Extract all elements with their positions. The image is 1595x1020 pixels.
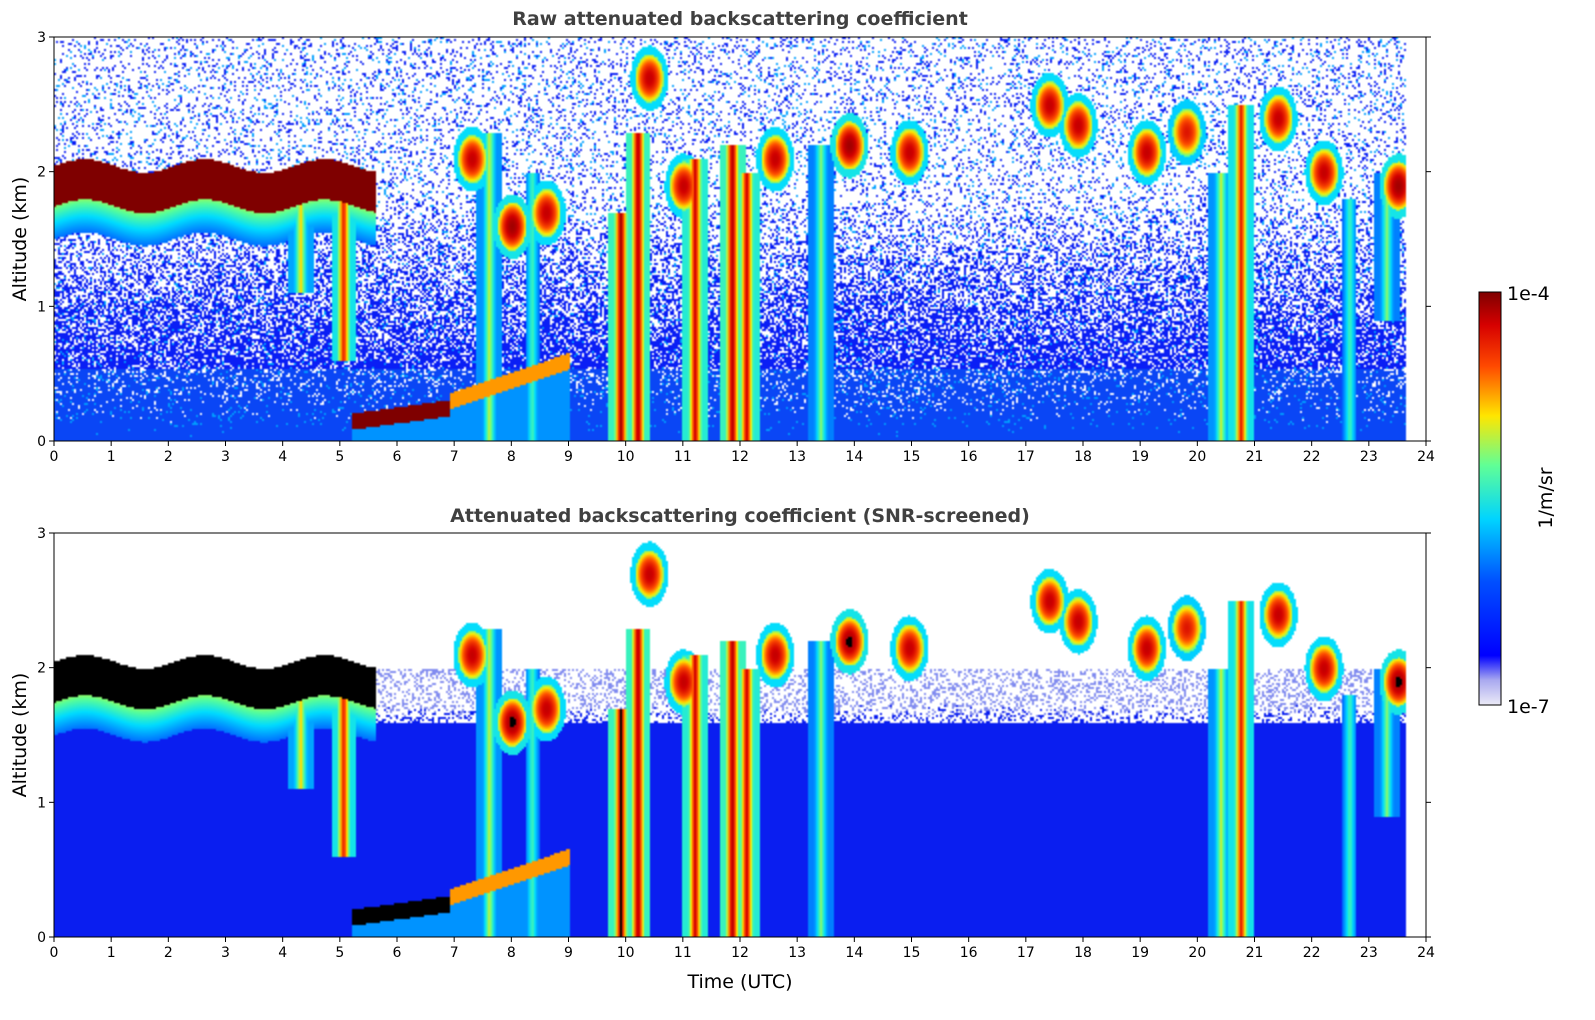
x-tick-label: 18 xyxy=(1074,449,1092,465)
x-tick-label: 11 xyxy=(674,945,692,961)
x-tick-label: 19 xyxy=(1131,945,1149,961)
x-tick-label: 12 xyxy=(731,945,749,961)
x-tick-label: 4 xyxy=(278,945,287,961)
x-tick-label: 18 xyxy=(1074,945,1092,961)
x-tick-label: 2 xyxy=(164,449,173,465)
x-tick-label: 13 xyxy=(788,449,806,465)
panel-raw-axes: 0 1 2 3 4 5 6 7 8 9 10 11 12 13 14 15 16 17 18 19 20 21 22 23 24… xyxy=(37,30,1435,465)
y-tick-label: 3 xyxy=(37,30,46,46)
panel-raw-ylabel: Altitude (km) xyxy=(9,177,31,302)
y-tick-label: 0 xyxy=(37,930,46,946)
panel-raw: Raw attenuated backscattering coefficien… xyxy=(9,8,1435,465)
x-tick-label: 24 xyxy=(1417,449,1435,465)
x-tick-label: 21 xyxy=(1246,449,1264,465)
x-tick-label: 3 xyxy=(221,945,230,961)
x-tick-label: 20 xyxy=(1188,945,1206,961)
x-tick-label: 24 xyxy=(1417,945,1435,961)
x-tick-label: 11 xyxy=(674,449,692,465)
x-tick-label: 16 xyxy=(960,449,978,465)
x-tick-label: 23 xyxy=(1360,945,1378,961)
y-tick-label: 2 xyxy=(37,165,46,181)
x-tick-label: 17 xyxy=(1017,449,1035,465)
x-tick-label: 15 xyxy=(903,449,921,465)
colorbar-unit-label: 1/m/sr xyxy=(1535,467,1557,528)
x-tick-label: 12 xyxy=(731,449,749,465)
panel-screened-heatmap xyxy=(54,533,1426,937)
x-tick-label: 0 xyxy=(50,449,59,465)
x-tick-label: 22 xyxy=(1303,449,1321,465)
x-tick-label: 0 xyxy=(50,945,59,961)
panel-screened-axes: 0 1 2 3 4 5 6 7 8 9 10 11 12 13 14 15 16 17 18 19 20 21 22 23 24… xyxy=(37,526,1435,961)
colorbar-gradient xyxy=(1478,291,1502,706)
x-tick-label: 3 xyxy=(221,449,230,465)
x-tick-label: 10 xyxy=(617,945,635,961)
x-tick-label: 1 xyxy=(107,945,116,961)
x-tick-label: 23 xyxy=(1360,449,1378,465)
x-tick-label: 6 xyxy=(393,945,402,961)
y-tick-label: 0 xyxy=(37,434,46,450)
panel-raw-title: Raw attenuated backscattering coefficien… xyxy=(512,8,968,30)
colorbar-min-label: 1e-7 xyxy=(1507,696,1550,718)
x-tick-label: 5 xyxy=(335,449,344,465)
panel-screened-title: Attenuated backscattering coefficient (S… xyxy=(450,505,1030,527)
x-tick-label: 8 xyxy=(507,449,516,465)
x-tick-label: 6 xyxy=(393,449,402,465)
y-tick-label: 1 xyxy=(37,795,46,811)
colorbar-max-label: 1e-4 xyxy=(1507,283,1550,305)
x-tick-label: 9 xyxy=(564,449,573,465)
x-tick-label: 16 xyxy=(960,945,978,961)
y-tick-label: 3 xyxy=(37,526,46,542)
x-tick-label: 19 xyxy=(1131,449,1149,465)
x-tick-label: 10 xyxy=(617,449,635,465)
x-tick-label: 4 xyxy=(278,449,287,465)
x-tick-label: 14 xyxy=(845,945,863,961)
colorbar: 1e-4 1e-7 1/m/sr xyxy=(1478,283,1557,718)
x-tick-label: 7 xyxy=(450,945,459,961)
x-tick-label: 2 xyxy=(164,945,173,961)
x-tick-label: 17 xyxy=(1017,945,1035,961)
panel-raw-heatmap xyxy=(54,37,1426,441)
x-tick-label: 8 xyxy=(507,945,516,961)
panel-screened-ylabel: Altitude (km) xyxy=(9,673,31,798)
panel-screened: Attenuated backscattering coefficient (S… xyxy=(9,505,1435,993)
x-tick-label: 5 xyxy=(335,945,344,961)
panel-screened-xlabel: Time (UTC) xyxy=(686,971,792,993)
y-tick-label: 1 xyxy=(37,299,46,315)
y-tick-label: 2 xyxy=(37,661,46,677)
x-tick-label: 14 xyxy=(845,449,863,465)
x-tick-label: 1 xyxy=(107,449,116,465)
x-tick-label: 7 xyxy=(450,449,459,465)
x-tick-label: 20 xyxy=(1188,449,1206,465)
x-tick-label: 9 xyxy=(564,945,573,961)
x-tick-label: 13 xyxy=(788,945,806,961)
x-tick-label: 21 xyxy=(1246,945,1264,961)
x-tick-label: 15 xyxy=(903,945,921,961)
x-tick-label: 22 xyxy=(1303,945,1321,961)
